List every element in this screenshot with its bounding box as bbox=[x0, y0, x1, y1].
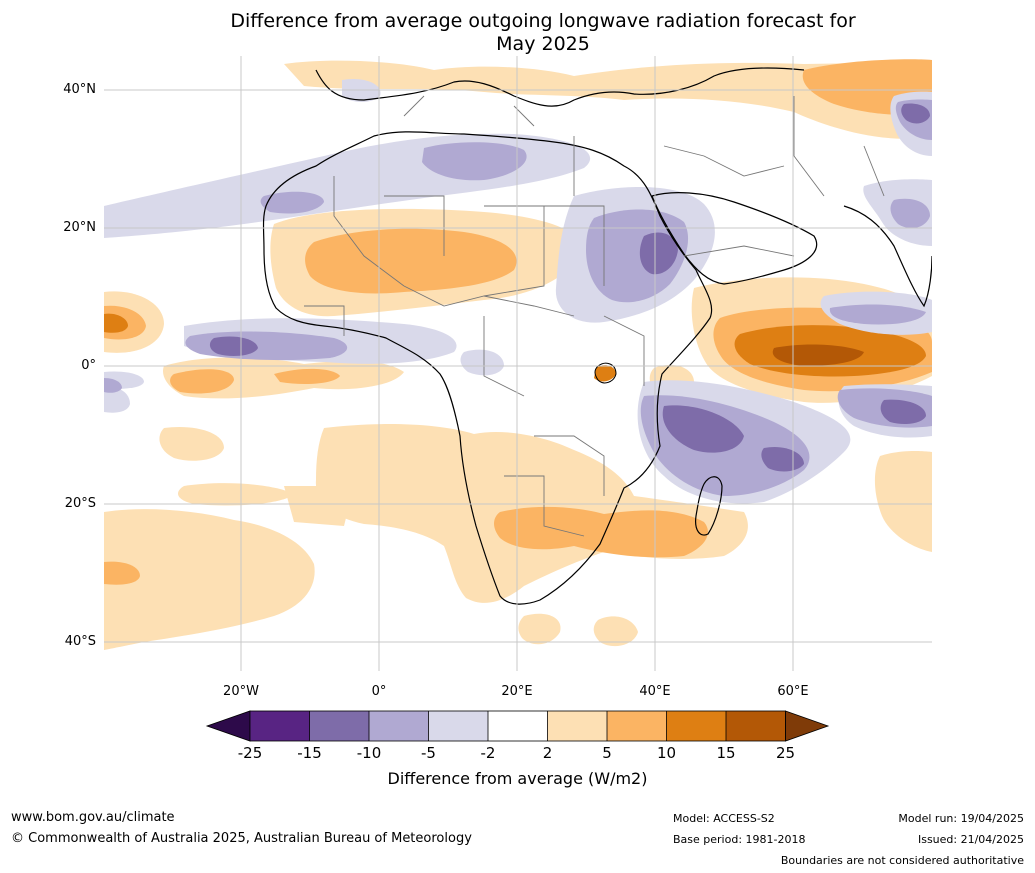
lon-label-20w: 20°W bbox=[223, 684, 259, 699]
footer-model-run: Model run: 19/04/2025 bbox=[898, 812, 1024, 825]
footer-issued: Issued: 21/04/2025 bbox=[917, 833, 1024, 846]
colorbar-tick: 25 bbox=[775, 744, 796, 762]
colorbar-bin-minus25-minus15 bbox=[250, 711, 310, 741]
lat-label-20s: 20°S bbox=[64, 496, 96, 511]
colorbar-bin-2-5 bbox=[547, 711, 607, 741]
europe-coastline bbox=[315, 67, 805, 107]
colorbar-tick: -15 bbox=[297, 744, 322, 762]
anomaly-15-to-25 bbox=[772, 344, 864, 366]
map-canvas bbox=[104, 56, 932, 671]
colorbar-bin-10-15 bbox=[666, 711, 726, 741]
footer-boundaries-note: Boundaries are not considered authoritat… bbox=[780, 854, 1024, 867]
lon-label-40e: 40°E bbox=[639, 684, 671, 699]
colorbar-bin-5-10 bbox=[607, 711, 667, 741]
lat-label-40s: 40°S bbox=[64, 634, 96, 649]
colorbar bbox=[205, 710, 830, 742]
colorbar-bin-minus10-minus5 bbox=[369, 711, 429, 741]
colorbar-tick: 10 bbox=[656, 744, 677, 762]
colorbar-tick: -25 bbox=[237, 744, 263, 762]
colorbar-bin-minus2-2 bbox=[488, 711, 548, 741]
colorbar-tick: -10 bbox=[356, 744, 382, 762]
madagascar-coastline bbox=[695, 476, 723, 536]
colorbar-extend-low bbox=[205, 710, 251, 742]
map-panel bbox=[104, 56, 932, 671]
lake-victoria bbox=[594, 362, 617, 384]
colorbar-tick: 2 bbox=[542, 744, 553, 762]
colorbar-tick: -5 bbox=[421, 744, 436, 762]
colorbar-bin-15-25 bbox=[726, 711, 786, 741]
africa-coastline bbox=[262, 131, 713, 605]
colorbar-tick: -2 bbox=[480, 744, 496, 762]
colorbar-tick: 5 bbox=[602, 744, 612, 762]
map-title: Difference from average outgoing longwav… bbox=[100, 10, 986, 56]
lon-label-20e: 20°E bbox=[501, 684, 533, 699]
india-coastline bbox=[843, 205, 932, 308]
title-line-1: Difference from average outgoing longwav… bbox=[230, 10, 856, 32]
footer-website: www.bom.gov.au/climate bbox=[11, 810, 175, 825]
lat-label-20n: 20°N bbox=[63, 220, 96, 235]
footer-base-period: Base period: 1981-2018 bbox=[673, 833, 806, 846]
lat-label-0: 0° bbox=[81, 358, 96, 373]
colorbar-tick: 15 bbox=[716, 744, 736, 762]
lat-label-40n: 40°N bbox=[63, 82, 96, 97]
colorbar-extend-high bbox=[785, 710, 830, 742]
colorbar-label: Difference from average (W/m2) bbox=[387, 769, 648, 788]
gridlines bbox=[104, 56, 932, 671]
colorbar-bin-minus5-minus2 bbox=[428, 711, 488, 741]
colorbar-bin-minus15-minus10 bbox=[309, 711, 369, 741]
title-line-2: May 2025 bbox=[496, 33, 590, 55]
footer-copyright: © Commonwealth of Australia 2025, Austra… bbox=[11, 831, 472, 846]
lon-label-0: 0° bbox=[371, 684, 387, 699]
country-borders bbox=[304, 95, 885, 537]
footer-model: Model: ACCESS-S2 bbox=[673, 812, 775, 825]
lon-label-60e: 60°E bbox=[777, 684, 809, 699]
arabia-coastline bbox=[651, 192, 818, 285]
